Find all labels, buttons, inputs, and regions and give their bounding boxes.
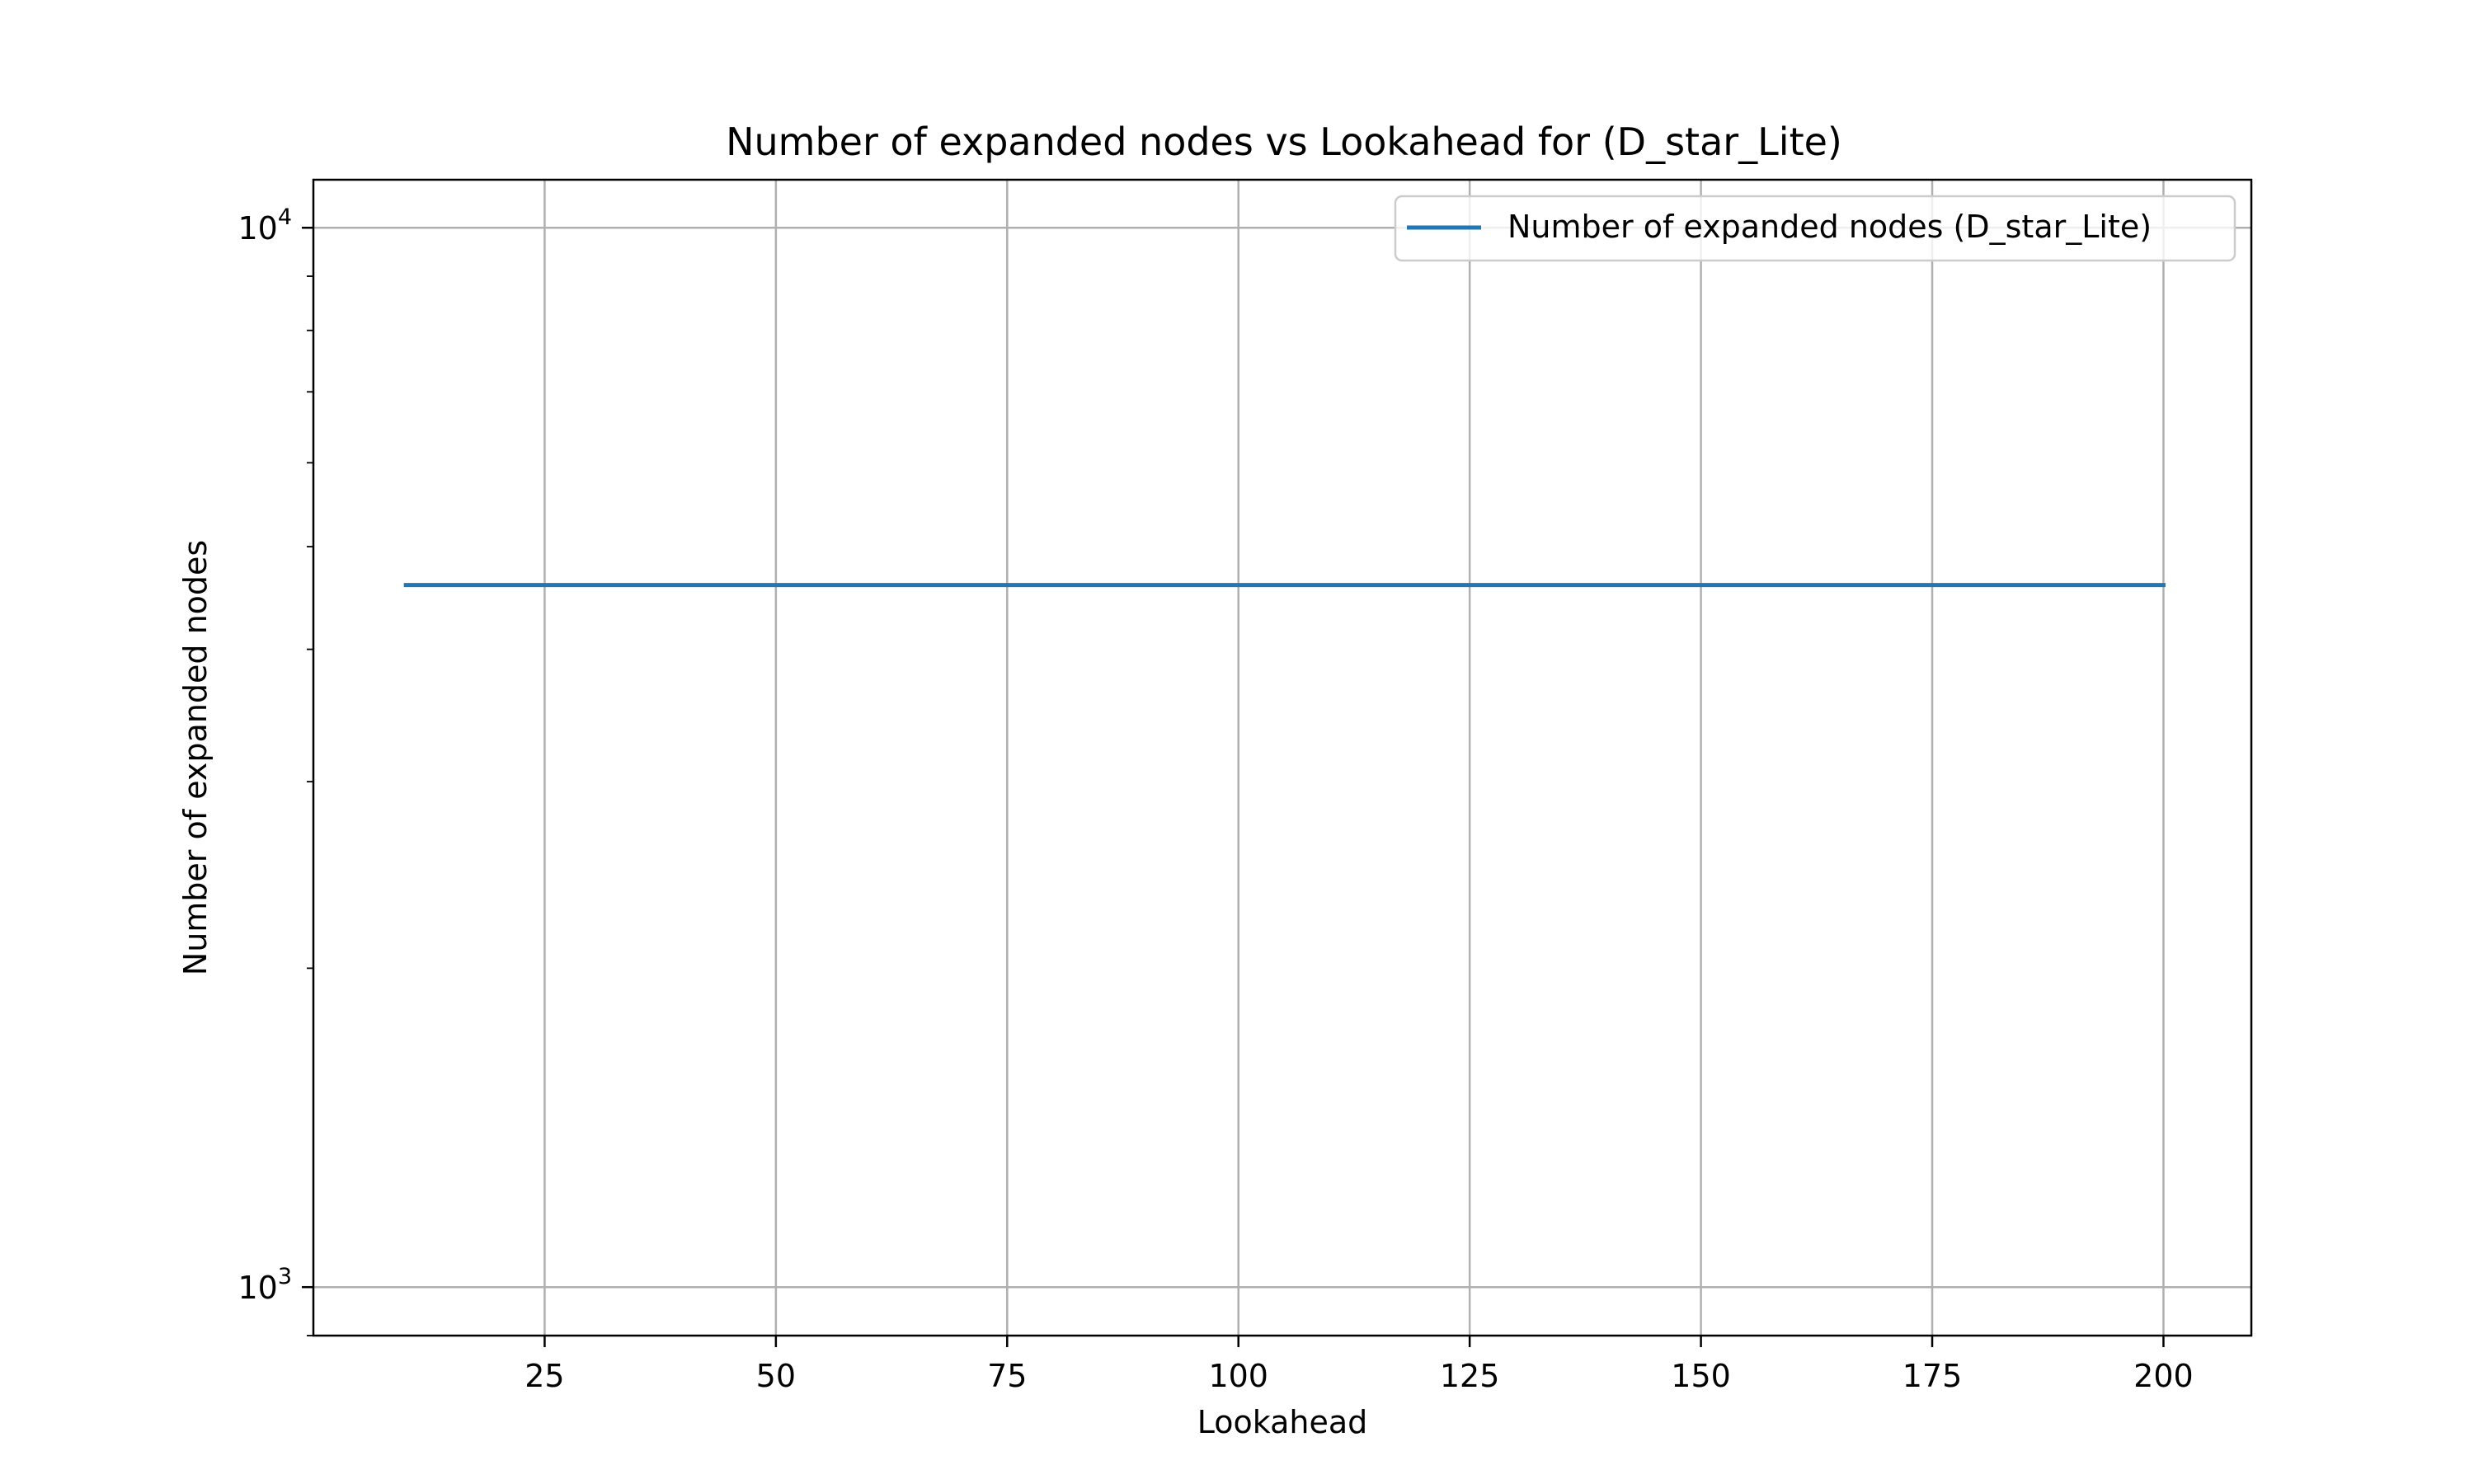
legend-box [1394, 195, 2236, 262]
x-tick-label: 100 [1208, 1358, 1268, 1394]
x-tick-label: 125 [1440, 1358, 1500, 1394]
x-tick-label: 150 [1671, 1358, 1731, 1394]
x-tick-label: 50 [756, 1358, 796, 1394]
y-tick-label: 103 [238, 1264, 292, 1306]
x-tick-label: 25 [524, 1358, 564, 1394]
x-tick-label: 200 [2133, 1358, 2194, 1394]
x-axis-label: Lookahead [1197, 1404, 1368, 1440]
y-tick-label: 104 [238, 204, 292, 247]
y-axis-label: Number of expanded nodes [177, 540, 214, 975]
chart-title: Number of expanded nodes vs Lookahead fo… [726, 120, 1842, 164]
axis-ticks: 25 50 75 100 125 150 175 200 103 104 [238, 204, 2193, 1394]
legend-entry-label: Number of expanded nodes (D_star_Lite) [1507, 209, 2152, 245]
x-tick-label: 175 [1903, 1358, 1963, 1394]
x-tick-label: 75 [987, 1358, 1027, 1394]
plot-frame [312, 178, 2253, 1337]
legend: Number of expanded nodes (D_star_Lite) [1394, 195, 2236, 262]
